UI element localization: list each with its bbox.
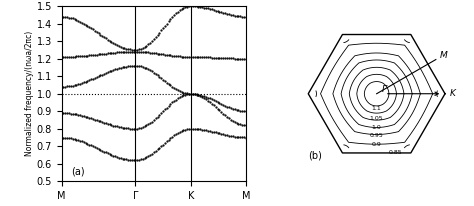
- Text: 0.9: 0.9: [372, 142, 382, 147]
- Text: 1.05: 1.05: [370, 116, 383, 121]
- Y-axis label: Normalized frequency/(nωa/2πc): Normalized frequency/(nωa/2πc): [25, 31, 34, 156]
- Text: K: K: [450, 89, 456, 98]
- Text: (a): (a): [71, 166, 84, 176]
- Text: 1.0: 1.0: [372, 125, 382, 130]
- Text: M: M: [439, 51, 447, 60]
- Text: 1.1: 1.1: [372, 106, 382, 111]
- Text: 0.85: 0.85: [389, 150, 402, 155]
- Text: 0.95: 0.95: [370, 133, 383, 138]
- Text: Γ: Γ: [382, 85, 387, 94]
- Text: (b): (b): [308, 151, 322, 161]
